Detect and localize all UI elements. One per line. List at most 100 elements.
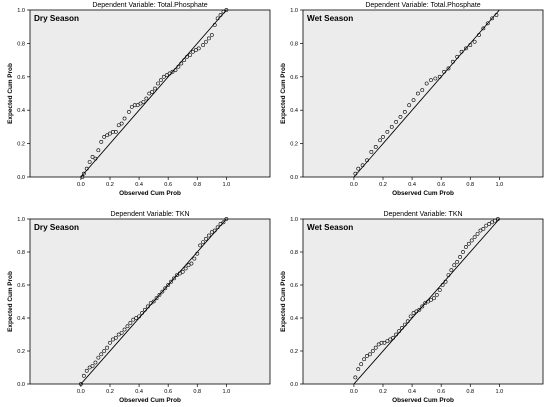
y-tick-label: 0.6 xyxy=(290,283,298,289)
data-point xyxy=(426,299,430,304)
x-tick-label: 0.0 xyxy=(350,182,358,188)
data-point xyxy=(96,148,101,153)
data-point xyxy=(398,114,403,119)
y-tick-label: 0.6 xyxy=(17,75,25,81)
data-point xyxy=(416,91,420,96)
chart-title: Dependent Variable: Total.Phosphate xyxy=(92,2,207,9)
data-point xyxy=(193,48,198,52)
data-point xyxy=(472,235,477,240)
plot-area xyxy=(29,9,271,178)
x-tick-label: 0.6 xyxy=(164,182,172,188)
data-point xyxy=(487,222,492,226)
data-point xyxy=(478,228,483,233)
data-point xyxy=(154,296,159,301)
plot-area xyxy=(302,9,544,178)
data-point xyxy=(496,217,500,221)
x-tick-label: 0.6 xyxy=(437,389,445,395)
data-point xyxy=(378,138,382,143)
data-point xyxy=(397,329,401,334)
plot-area xyxy=(302,218,544,385)
data-point xyxy=(440,283,445,287)
x-tick-label: 0.4 xyxy=(135,182,143,188)
data-point xyxy=(405,319,410,324)
data-point xyxy=(96,355,101,360)
data-point xyxy=(122,327,127,332)
data-point xyxy=(87,160,92,164)
data-point xyxy=(128,321,133,325)
x-tick-label: 1.0 xyxy=(495,389,503,395)
y-tick-label: 0.2 xyxy=(17,142,25,148)
data-point xyxy=(407,103,412,108)
data-point xyxy=(442,69,446,74)
y-tick-label: 0.4 xyxy=(17,316,25,322)
data-point xyxy=(411,98,416,103)
y-tick-label: 1.0 xyxy=(290,217,298,223)
y-axis-label: Expected Cum Prob xyxy=(7,63,14,124)
data-point xyxy=(81,171,86,176)
data-point xyxy=(490,220,494,225)
data-point xyxy=(224,217,229,221)
data-point xyxy=(373,145,378,149)
data-point xyxy=(170,69,175,74)
y-tick-label: 0.8 xyxy=(290,41,298,47)
y-axis-label: Expected Cum Prob xyxy=(280,63,287,124)
data-point xyxy=(176,64,181,69)
data-point xyxy=(212,23,217,27)
data-point xyxy=(464,46,468,51)
data-point xyxy=(116,123,121,128)
data-point xyxy=(433,76,438,81)
x-axis-label: Observed Cum Prob xyxy=(392,397,454,404)
data-point xyxy=(362,357,366,362)
data-point xyxy=(420,304,425,309)
data-point xyxy=(356,367,361,372)
data-point xyxy=(452,263,457,268)
x-axis-label: Observed Cum Prob xyxy=(392,190,454,197)
data-point xyxy=(394,332,398,337)
data-point xyxy=(450,59,455,64)
data-point xyxy=(105,133,109,138)
season-annotation: Dry Season xyxy=(34,14,79,23)
y-tick-label: 0.8 xyxy=(290,250,298,256)
data-point xyxy=(138,101,143,106)
data-point xyxy=(360,163,365,168)
data-point xyxy=(102,135,107,139)
data-point xyxy=(449,268,454,273)
data-point xyxy=(490,16,494,21)
data-point xyxy=(116,332,121,337)
data-point xyxy=(140,311,144,315)
data-point xyxy=(218,222,223,226)
data-point xyxy=(99,140,104,144)
data-point xyxy=(394,119,398,124)
data-point xyxy=(156,81,160,86)
data-point xyxy=(113,335,118,340)
data-point xyxy=(108,131,112,136)
data-point xyxy=(185,54,189,59)
data-point xyxy=(159,78,163,83)
data-point xyxy=(207,233,211,238)
data-point xyxy=(147,91,152,96)
data-point xyxy=(389,125,394,129)
data-point xyxy=(192,256,197,261)
data-point xyxy=(131,317,136,322)
y-axis-label: Expected Cum Prob xyxy=(7,271,14,332)
data-point xyxy=(369,150,374,154)
data-point xyxy=(84,166,89,171)
data-point xyxy=(161,74,166,79)
data-point xyxy=(90,363,95,368)
data-point xyxy=(207,36,211,41)
x-tick-label: 0.0 xyxy=(77,389,85,395)
data-point xyxy=(173,68,178,73)
x-tick-label: 0.8 xyxy=(466,182,474,188)
data-point xyxy=(485,21,490,26)
data-point xyxy=(370,349,375,353)
x-tick-label: 0.0 xyxy=(350,389,358,395)
data-point xyxy=(93,360,98,365)
data-point xyxy=(400,325,404,330)
y-tick-label: 0.2 xyxy=(290,349,298,355)
data-point xyxy=(198,243,203,248)
chart-title: Dependent Variable: TKN xyxy=(383,211,462,218)
x-tick-label: 0.2 xyxy=(379,389,387,395)
data-point xyxy=(469,238,474,243)
x-tick-label: 0.8 xyxy=(193,389,201,395)
